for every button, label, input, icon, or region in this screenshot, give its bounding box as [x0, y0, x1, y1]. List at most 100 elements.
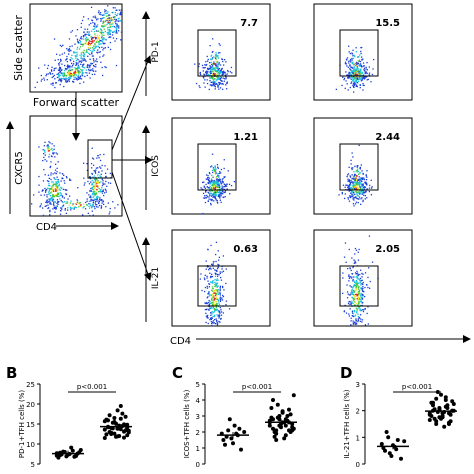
flow-event-dot — [218, 172, 220, 175]
flow-event-dot — [356, 82, 359, 84]
flow-event-dot — [353, 290, 356, 292]
flow-event-dot — [60, 60, 62, 62]
flow-event-dot — [204, 309, 207, 311]
flow-event-dot — [225, 268, 227, 270]
flow-event-dot — [210, 202, 212, 205]
flow-event-dot — [351, 167, 353, 169]
flow-event-dot — [67, 77, 69, 80]
flow-event-dot — [100, 205, 103, 207]
data-point — [70, 448, 75, 453]
flow-event-dot — [353, 91, 355, 93]
flow-event-dot — [218, 291, 221, 294]
flow-event-dot — [54, 194, 56, 196]
flow-event-dot — [88, 207, 91, 209]
flow-event-dot — [89, 64, 91, 67]
flow-event-dot — [54, 206, 56, 209]
flow-event-dot — [205, 64, 207, 66]
flow-event-dot — [100, 20, 102, 22]
flow-event-dot — [364, 198, 366, 200]
flow-event-dot — [199, 71, 201, 74]
flow-event-dot — [223, 176, 225, 179]
data-point — [384, 430, 389, 434]
flow-event-dot — [97, 206, 99, 208]
flow-event-dot — [93, 45, 95, 47]
flow-event-dot — [356, 178, 358, 180]
flow-event-dot — [357, 60, 359, 62]
flow-event-dot — [215, 56, 217, 58]
flow-event-dot — [352, 178, 355, 180]
flow-event-dot — [347, 185, 350, 187]
flow-event-dot — [52, 75, 54, 78]
flow-event-dot — [116, 24, 118, 27]
flow-event-dot — [356, 281, 358, 283]
flow-event-dot — [207, 322, 209, 325]
flow-event-dot — [71, 45, 73, 47]
flow-event-dot — [216, 56, 218, 58]
flow-event-dot — [40, 74, 42, 77]
flow-event-dot — [214, 171, 216, 173]
flow-event-dot — [358, 191, 360, 193]
flow-event-dot — [363, 69, 365, 71]
flow-event-dot — [216, 309, 219, 311]
flow-event-dot — [356, 183, 359, 186]
flow-event-dot — [68, 66, 70, 68]
flow-event-dot — [74, 67, 76, 69]
flow-event-dot — [98, 47, 101, 49]
flow-event-dot — [95, 169, 97, 171]
flow-event-dot — [357, 298, 359, 300]
flow-event-dot — [357, 299, 360, 301]
flow-event-dot — [204, 286, 207, 289]
flow-event-dot — [221, 181, 224, 183]
flow-event-dot — [94, 185, 96, 187]
flow-event-dot — [216, 67, 218, 69]
flow-event-dot — [356, 180, 359, 182]
flow-event-dot — [55, 208, 57, 210]
flow-event-dot — [361, 193, 363, 195]
flow-event-dot — [224, 185, 226, 188]
flow-event-dot — [210, 275, 212, 278]
flow-event-dot — [218, 62, 220, 64]
flow-event-dot — [78, 48, 81, 50]
flow-event-dot — [212, 83, 214, 85]
flow-event-dot — [89, 77, 91, 79]
flow-event-dot — [96, 178, 98, 181]
flow-event-dot — [357, 56, 359, 58]
y-axis-label: CXCR5 — [14, 151, 25, 184]
flow-event-dot — [217, 299, 219, 301]
flow-event-dot — [227, 71, 229, 73]
flow-event-dot — [73, 208, 75, 210]
flow-event-dot — [212, 194, 214, 196]
flow-event-dot — [98, 41, 100, 43]
flow-event-dot — [92, 186, 94, 188]
flow-event-dot — [360, 64, 362, 66]
flow-event-dot — [62, 205, 64, 207]
flow-event-dot — [88, 24, 90, 26]
flow-event-dot — [213, 56, 215, 58]
flow-event-dot — [352, 297, 355, 300]
flow-event-dot — [368, 187, 371, 189]
flow-event-dot — [114, 11, 116, 14]
flow-event-dot — [352, 266, 354, 269]
flow-event-dot — [210, 302, 212, 305]
flow-event-dot — [89, 34, 91, 36]
flow-event-dot — [80, 40, 82, 43]
flow-event-dot — [85, 38, 87, 41]
flow-event-dot — [110, 24, 112, 26]
flow-event-dot — [214, 172, 216, 174]
flow-event-dot — [360, 182, 362, 184]
flow-event-dot — [61, 45, 63, 48]
flow-event-dot — [112, 7, 114, 9]
flow-event-dot — [211, 275, 214, 278]
flow-event-dot — [206, 317, 208, 319]
flow-event-dot — [362, 178, 364, 181]
data-point — [432, 407, 437, 412]
flow-event-dot — [115, 38, 118, 40]
flow-event-dot — [354, 70, 356, 73]
flow-event-dot — [97, 182, 99, 184]
flow-event-dot — [210, 268, 212, 270]
flow-event-dot — [359, 54, 361, 56]
y-tick-label: 2 — [196, 429, 200, 437]
flow-event-dot — [46, 180, 49, 182]
flow-event-dot — [100, 181, 102, 183]
flow-event-dot — [86, 51, 88, 53]
